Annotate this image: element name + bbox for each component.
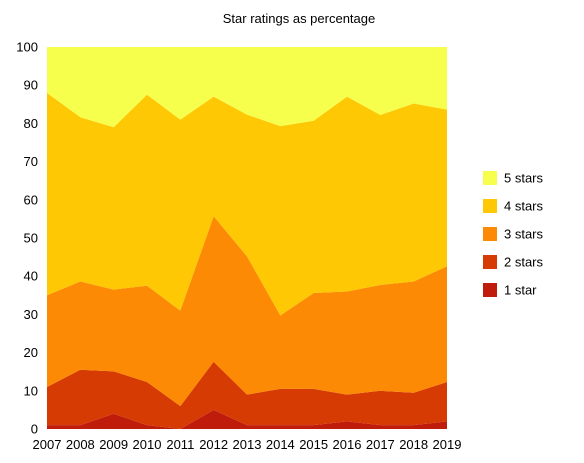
legend-label: 2 stars xyxy=(504,255,544,270)
legend-label: 4 stars xyxy=(504,199,544,214)
legend-label: 3 stars xyxy=(504,227,544,242)
y-tick-label: 20 xyxy=(24,345,38,360)
legend-swatch xyxy=(483,255,497,269)
area-3-stars xyxy=(47,216,447,407)
x-tick-label: 2013 xyxy=(233,437,262,452)
legend-swatch xyxy=(483,199,497,213)
y-tick-label: 30 xyxy=(24,307,38,322)
chart-title: Star ratings as percentage xyxy=(223,11,375,26)
x-tick-label: 2009 xyxy=(99,437,128,452)
x-tick-label: 2007 xyxy=(33,437,62,452)
area-1-star xyxy=(47,409,447,429)
y-tick-label: 60 xyxy=(24,192,38,207)
x-tick-label: 2010 xyxy=(133,437,162,452)
y-tick-label: 40 xyxy=(24,269,38,284)
y-tick-label: 90 xyxy=(24,78,38,93)
y-tick-label: 70 xyxy=(24,154,38,169)
x-tick-label: 2016 xyxy=(333,437,362,452)
area-4-stars xyxy=(47,92,447,316)
area-2-stars xyxy=(47,361,447,429)
stacked-areas xyxy=(47,47,447,429)
legend-swatch xyxy=(483,171,497,185)
x-tick-label: 2011 xyxy=(166,437,194,452)
legend-label: 1 star xyxy=(504,283,537,298)
y-tick-label: 0 xyxy=(31,422,38,437)
area-5-stars xyxy=(47,47,447,128)
y-tick-label: 50 xyxy=(24,231,38,246)
legend-swatch xyxy=(483,227,497,241)
y-tick-label: 80 xyxy=(24,116,38,131)
y-axis: 0 10 20 30 40 50 60 70 80 90 100 xyxy=(16,40,38,437)
x-tick-label: 2018 xyxy=(399,437,428,452)
x-tick-label: 2012 xyxy=(199,437,228,452)
legend-label: 5 stars xyxy=(504,171,544,186)
y-tick-label: 10 xyxy=(24,383,38,398)
x-tick-label: 2014 xyxy=(266,437,295,452)
x-tick-label: 2019 xyxy=(433,437,462,452)
legend: 5 stars 4 stars 3 stars 2 stars 1 star xyxy=(483,171,544,298)
x-tick-label: 2008 xyxy=(66,437,95,452)
x-axis: 2007 2008 2009 2010 2011 2012 2013 2014 2015 2016… xyxy=(33,437,462,452)
x-tick-label: 2017 xyxy=(366,437,395,452)
y-tick-label: 100 xyxy=(16,40,38,55)
legend-swatch xyxy=(483,283,497,297)
x-tick-label: 2015 xyxy=(299,437,328,452)
